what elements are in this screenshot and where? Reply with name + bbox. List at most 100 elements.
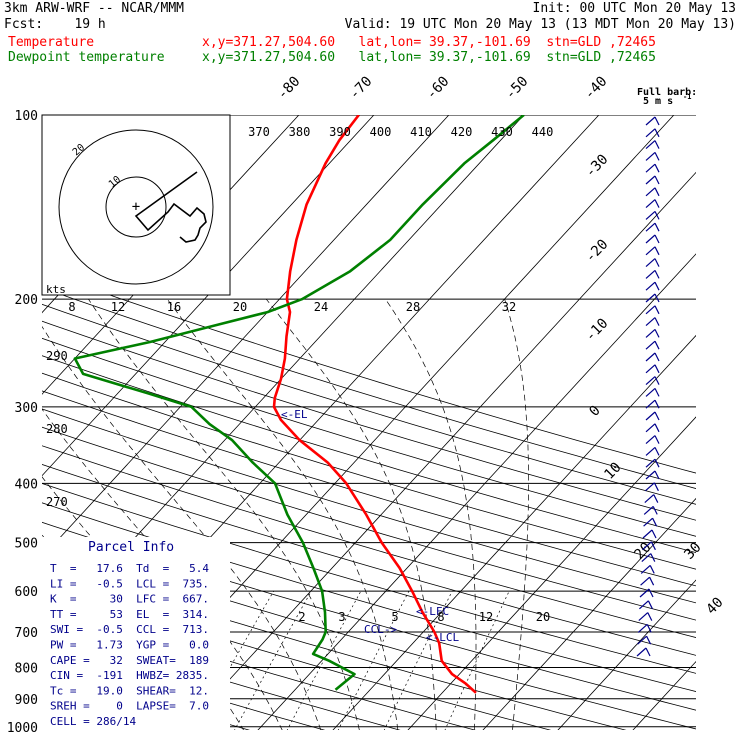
wind-barb: [645, 175, 656, 185]
isotherm-tick-label: -60: [423, 73, 452, 102]
wind-barbs: [636, 116, 660, 657]
hodograph-ring-10: [105, 176, 167, 238]
parcel-info-row: T = 17.6 Td = 5.4: [50, 562, 209, 575]
wind-barb: [642, 541, 652, 551]
mixing-ratio-line: [286, 590, 362, 730]
theta-tick-label: 400: [370, 125, 392, 139]
lcl-annotation: <-LCL: [426, 631, 459, 644]
wind-barb: [645, 411, 656, 421]
isotherm-tick-label: -40: [581, 73, 610, 102]
wind-barb-flag: [654, 423, 660, 433]
wind-barb: [645, 352, 656, 362]
pressure-tick-label: 500: [15, 537, 38, 552]
dry-adiabat: [42, 337, 696, 537]
wind-barb: [645, 128, 656, 138]
hodograph-speed-label: kts: [46, 283, 66, 296]
dry-adiabat-label: 280: [46, 422, 68, 436]
dewpoint-series-line: [73, 115, 525, 691]
speed-tick: 28: [406, 300, 420, 314]
mixing-ratio-line: [337, 590, 410, 730]
pressure-tick-label: 900: [15, 693, 38, 708]
wind-barb-flag: [648, 588, 654, 598]
parcel-info-row: LI = -0.5 LCL = 735.: [50, 577, 209, 590]
parcel-info-row: Tc = 19.0 SHEAR= 12.: [50, 684, 209, 697]
wind-barb: [645, 293, 656, 303]
wind-barb: [640, 576, 650, 586]
pressure-tick-label: 100: [15, 109, 38, 124]
wind-barb: [645, 140, 656, 150]
init-time: Init: 00 UTC Mon 20 May 13: [532, 1, 737, 16]
theta-tick-label: 410: [410, 125, 432, 139]
dry-adiabat: [42, 483, 696, 674]
mixing-ratio-label: 20: [536, 610, 550, 624]
wind-barb-flag: [654, 388, 660, 397]
wind-barb: [645, 269, 656, 279]
ccl-annotation: CCL->: [364, 623, 397, 636]
temperature-series-line: [272, 115, 477, 694]
wind-barb: [645, 116, 656, 126]
mixing-ratio-label: 8: [437, 610, 444, 624]
parcel-info-row: CIN = -191 HWBZ= 2835.: [50, 669, 209, 682]
wind-barb: [645, 470, 656, 480]
dry-adiabat: [42, 464, 696, 656]
wind-barb: [645, 281, 656, 291]
forecast-hour: Fcst: 19 h: [4, 17, 106, 32]
pressure-tick-label: 600: [15, 585, 38, 600]
temperature-location: x,y=371.27,504.60 lat,lon= 39.37,-101.69…: [202, 35, 656, 50]
hodograph-center-mark: +: [132, 199, 140, 215]
pressure-tick-label: 1000: [7, 721, 38, 736]
wind-barb-flag: [654, 305, 660, 315]
wind-barb: [645, 446, 656, 456]
speed-axis-ticks: 8 12 16 20 24 28 32: [68, 300, 516, 314]
wind-barb: [645, 328, 656, 338]
wind-barb-flag: [654, 399, 660, 409]
wind-barb-flag: [649, 576, 655, 586]
barb-key: Full barb: 5 m s -1: [637, 87, 697, 107]
dewpoint-location: x,y=371.27,504.60 lat,lon= 39.37,-101.69…: [202, 50, 656, 65]
wind-barb: [645, 399, 656, 409]
pressure-tick-label: 200: [15, 293, 38, 308]
wind-barb: [645, 305, 656, 315]
theta-tick-label: 370: [248, 125, 270, 139]
barb-key-line2: 5 m s: [643, 96, 673, 107]
dry-adiabat-label: 290: [46, 349, 68, 363]
wind-barb: [640, 564, 651, 574]
wind-barb-flag: [654, 317, 660, 326]
isotherm-line: [557, 579, 696, 730]
dry-adiabat: [42, 624, 401, 730]
isotherm-tick-label: -50: [502, 73, 531, 102]
pressure-tick-label: 300: [15, 401, 38, 416]
wind-barb-flag: [654, 116, 660, 126]
dry-adiabat: [42, 355, 696, 554]
wind-barb-flag: [654, 364, 660, 374]
parcel-info-panel: Parcel Info T = 17.6 Td = 5.4 LI = -0.5 L…: [42, 537, 230, 730]
isotherm-line: [42, 115, 375, 477]
lfc-annotation: <-LFC: [416, 605, 449, 618]
wind-barb-flag: [647, 600, 653, 610]
isotherm-tick-label: -20: [582, 236, 611, 265]
wind-barb-flag: [654, 470, 660, 480]
wind-barb: [645, 246, 656, 256]
wind-barb: [643, 517, 653, 527]
wind-barb-flag: [654, 258, 660, 267]
wind-barb: [645, 340, 656, 350]
parcel-info-title: Parcel Info: [88, 540, 174, 555]
dry-adiabat: [42, 320, 696, 521]
wind-barb-flag: [654, 352, 660, 362]
dry-adiabat: [42, 270, 696, 474]
wind-barb-flag: [654, 152, 660, 161]
dry-adiabat: [42, 390, 696, 587]
wind-barb-flag: [646, 624, 652, 633]
hodograph-ring-20: [58, 129, 214, 285]
parcel-info-row: SREH = 0 LAPSE= 7.0: [50, 700, 209, 713]
mixing-ratio-label: 2: [298, 610, 305, 624]
wind-barb-flag: [645, 647, 651, 657]
dry-adiabat: [42, 408, 696, 604]
isotherm-line: [182, 171, 696, 730]
valid-time: Valid: 19 UTC Mon 20 May 13 (13 MDT Mon …: [344, 17, 736, 32]
model-title: 3km ARW-WRF -- NCAR/MMM: [4, 1, 185, 16]
wind-barb-flag: [654, 458, 660, 468]
pressure-tick-label: 700: [15, 626, 38, 641]
theta-tick-label: 390: [329, 125, 351, 139]
wind-barb: [645, 258, 656, 268]
